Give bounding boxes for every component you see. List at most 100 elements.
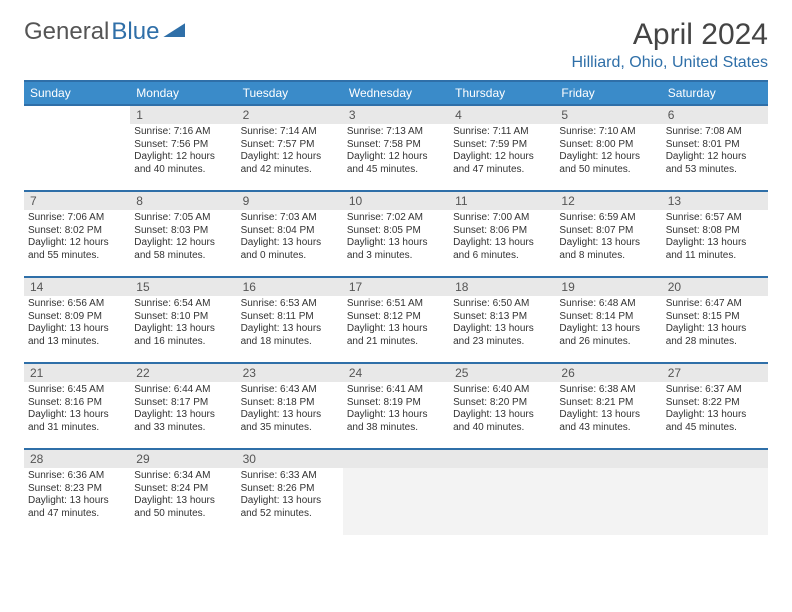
day-details: Sunrise: 6:50 AMSunset: 8:13 PMDaylight:… [449,296,555,352]
day-number: 17 [343,278,449,296]
day-number: 20 [662,278,768,296]
calendar-row: 7Sunrise: 7:06 AMSunset: 8:02 PMDaylight… [24,191,768,277]
weekday-saturday: Saturday [662,81,768,105]
day-cell-11: 11Sunrise: 7:00 AMSunset: 8:06 PMDayligh… [449,191,555,277]
day-number: 19 [555,278,661,296]
weekday-header-row: SundayMondayTuesdayWednesdayThursdayFrid… [24,81,768,105]
day-cell-4: 4Sunrise: 7:11 AMSunset: 7:59 PMDaylight… [449,105,555,191]
trailing-cell [343,449,449,535]
day-number: 21 [24,364,130,382]
day-number: 27 [662,364,768,382]
day-number: 5 [555,106,661,124]
day-number: 2 [237,106,343,124]
day-number: 6 [662,106,768,124]
logo-text-blue: Blue [111,18,159,46]
day-cell-12: 12Sunrise: 6:59 AMSunset: 8:07 PMDayligh… [555,191,661,277]
location-text: Hilliard, Ohio, United States [571,54,768,72]
day-details: Sunrise: 6:40 AMSunset: 8:20 PMDaylight:… [449,382,555,438]
day-details: Sunrise: 6:54 AMSunset: 8:10 PMDaylight:… [130,296,236,352]
trailing-cell [555,449,661,535]
day-number: 9 [237,192,343,210]
day-cell-24: 24Sunrise: 6:41 AMSunset: 8:19 PMDayligh… [343,363,449,449]
day-cell-28: 28Sunrise: 6:36 AMSunset: 8:23 PMDayligh… [24,449,130,535]
day-number: 24 [343,364,449,382]
weekday-sunday: Sunday [24,81,130,105]
day-number: 7 [24,192,130,210]
weekday-tuesday: Tuesday [237,81,343,105]
day-cell-22: 22Sunrise: 6:44 AMSunset: 8:17 PMDayligh… [130,363,236,449]
day-details: Sunrise: 6:45 AMSunset: 8:16 PMDaylight:… [24,382,130,438]
day-number: 8 [130,192,236,210]
day-cell-29: 29Sunrise: 6:34 AMSunset: 8:24 PMDayligh… [130,449,236,535]
day-details: Sunrise: 6:53 AMSunset: 8:11 PMDaylight:… [237,296,343,352]
day-number: 23 [237,364,343,382]
day-number: 18 [449,278,555,296]
calendar-row: 14Sunrise: 6:56 AMSunset: 8:09 PMDayligh… [24,277,768,363]
weekday-wednesday: Wednesday [343,81,449,105]
day-details: Sunrise: 6:37 AMSunset: 8:22 PMDaylight:… [662,382,768,438]
calendar-row: 21Sunrise: 6:45 AMSunset: 8:16 PMDayligh… [24,363,768,449]
day-number: 22 [130,364,236,382]
day-number: 12 [555,192,661,210]
day-number: 10 [343,192,449,210]
day-details: Sunrise: 6:48 AMSunset: 8:14 PMDaylight:… [555,296,661,352]
empty-cell [24,105,130,191]
title-block: April 2024 Hilliard, Ohio, United States [571,18,768,72]
day-cell-30: 30Sunrise: 6:33 AMSunset: 8:26 PMDayligh… [237,449,343,535]
day-details: Sunrise: 7:14 AMSunset: 7:57 PMDaylight:… [237,124,343,180]
day-cell-17: 17Sunrise: 6:51 AMSunset: 8:12 PMDayligh… [343,277,449,363]
day-cell-18: 18Sunrise: 6:50 AMSunset: 8:13 PMDayligh… [449,277,555,363]
trailing-cell [449,449,555,535]
day-cell-19: 19Sunrise: 6:48 AMSunset: 8:14 PMDayligh… [555,277,661,363]
calendar-row: 28Sunrise: 6:36 AMSunset: 8:23 PMDayligh… [24,449,768,535]
day-number: 26 [555,364,661,382]
day-cell-8: 8Sunrise: 7:05 AMSunset: 8:03 PMDaylight… [130,191,236,277]
day-details: Sunrise: 7:10 AMSunset: 8:00 PMDaylight:… [555,124,661,180]
day-cell-16: 16Sunrise: 6:53 AMSunset: 8:11 PMDayligh… [237,277,343,363]
day-cell-15: 15Sunrise: 6:54 AMSunset: 8:10 PMDayligh… [130,277,236,363]
day-cell-25: 25Sunrise: 6:40 AMSunset: 8:20 PMDayligh… [449,363,555,449]
day-details: Sunrise: 6:41 AMSunset: 8:19 PMDaylight:… [343,382,449,438]
logo-triangle-icon [163,23,185,37]
weekday-thursday: Thursday [449,81,555,105]
day-cell-2: 2Sunrise: 7:14 AMSunset: 7:57 PMDaylight… [237,105,343,191]
day-details: Sunrise: 6:34 AMSunset: 8:24 PMDaylight:… [130,468,236,524]
day-details: Sunrise: 6:33 AMSunset: 8:26 PMDaylight:… [237,468,343,524]
day-details: Sunrise: 6:57 AMSunset: 8:08 PMDaylight:… [662,210,768,266]
day-details: Sunrise: 6:56 AMSunset: 8:09 PMDaylight:… [24,296,130,352]
day-details: Sunrise: 6:59 AMSunset: 8:07 PMDaylight:… [555,210,661,266]
day-cell-7: 7Sunrise: 7:06 AMSunset: 8:02 PMDaylight… [24,191,130,277]
day-cell-5: 5Sunrise: 7:10 AMSunset: 8:00 PMDaylight… [555,105,661,191]
logo: GeneralBlue [24,18,185,46]
calendar-table: SundayMondayTuesdayWednesdayThursdayFrid… [24,80,768,535]
day-cell-20: 20Sunrise: 6:47 AMSunset: 8:15 PMDayligh… [662,277,768,363]
weekday-monday: Monday [130,81,236,105]
day-details: Sunrise: 7:08 AMSunset: 8:01 PMDaylight:… [662,124,768,180]
day-cell-10: 10Sunrise: 7:02 AMSunset: 8:05 PMDayligh… [343,191,449,277]
header: GeneralBlue April 2024 Hilliard, Ohio, U… [24,18,768,72]
day-details: Sunrise: 7:00 AMSunset: 8:06 PMDaylight:… [449,210,555,266]
day-number: 28 [24,450,130,468]
day-number: 13 [662,192,768,210]
month-title: April 2024 [571,18,768,52]
day-cell-23: 23Sunrise: 6:43 AMSunset: 8:18 PMDayligh… [237,363,343,449]
day-number: 14 [24,278,130,296]
weekday-friday: Friday [555,81,661,105]
day-details: Sunrise: 7:06 AMSunset: 8:02 PMDaylight:… [24,210,130,266]
day-details: Sunrise: 6:36 AMSunset: 8:23 PMDaylight:… [24,468,130,524]
day-cell-13: 13Sunrise: 6:57 AMSunset: 8:08 PMDayligh… [662,191,768,277]
day-details: Sunrise: 7:05 AMSunset: 8:03 PMDaylight:… [130,210,236,266]
day-details: Sunrise: 6:43 AMSunset: 8:18 PMDaylight:… [237,382,343,438]
day-details: Sunrise: 7:13 AMSunset: 7:58 PMDaylight:… [343,124,449,180]
day-cell-21: 21Sunrise: 6:45 AMSunset: 8:16 PMDayligh… [24,363,130,449]
day-cell-1: 1Sunrise: 7:16 AMSunset: 7:56 PMDaylight… [130,105,236,191]
day-number: 25 [449,364,555,382]
day-details: Sunrise: 7:03 AMSunset: 8:04 PMDaylight:… [237,210,343,266]
calendar-row: 1Sunrise: 7:16 AMSunset: 7:56 PMDaylight… [24,105,768,191]
day-number: 15 [130,278,236,296]
day-cell-3: 3Sunrise: 7:13 AMSunset: 7:58 PMDaylight… [343,105,449,191]
day-details: Sunrise: 6:51 AMSunset: 8:12 PMDaylight:… [343,296,449,352]
day-cell-27: 27Sunrise: 6:37 AMSunset: 8:22 PMDayligh… [662,363,768,449]
day-cell-26: 26Sunrise: 6:38 AMSunset: 8:21 PMDayligh… [555,363,661,449]
day-number: 1 [130,106,236,124]
